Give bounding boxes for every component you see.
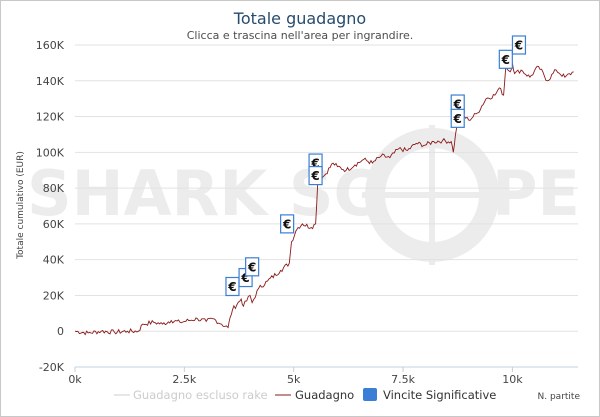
flag-box <box>450 108 465 128</box>
euro-icon: € <box>514 39 523 53</box>
x-tick-label: 0k <box>68 373 82 386</box>
y-tick-label: -20K <box>39 361 65 374</box>
watermark-left: SHARK SC <box>27 157 379 230</box>
euro-icon: € <box>310 157 319 171</box>
series-line-guadagno[interactable] <box>74 62 574 336</box>
x-tick-label: 2.5k <box>172 373 196 386</box>
chart-title: Totale guadagno <box>233 9 366 28</box>
y-tick-label: 100K <box>36 146 65 159</box>
y-axis-title: Totale cumulativo (EUR) <box>16 151 26 260</box>
y-tick-label: 120K <box>36 111 65 124</box>
series-group <box>74 62 574 336</box>
euro-icon: € <box>453 112 462 126</box>
x-axis-ticks: 0k 2.5k 5k 7.5k 10k <box>68 367 523 386</box>
euro-icon: € <box>501 53 510 67</box>
flag-box <box>308 165 323 186</box>
euro-icon: € <box>227 280 236 294</box>
euro-icon: € <box>453 98 462 112</box>
euro-icon: € <box>247 260 256 274</box>
y-tick-label: 40K <box>43 254 65 267</box>
grid <box>75 44 578 332</box>
y-tick-label: 80K <box>43 182 65 195</box>
x-axis-title: N. partite <box>538 392 581 402</box>
significant-win-flag[interactable]: € <box>511 35 527 55</box>
euro-icon: € <box>310 169 319 183</box>
legend-color-swatch <box>363 388 377 401</box>
y-tick-label: 160K <box>36 39 65 52</box>
significant-win-flag[interactable]: € <box>308 165 323 186</box>
euro-icon: € <box>282 217 291 231</box>
x-tick-label: 5k <box>287 373 301 386</box>
y-axis-ticks: -20K 0 20K 40K 60K 80K 100K 120K 140K 160K <box>36 39 65 374</box>
x-tick-label: 10k <box>502 373 523 386</box>
flag-box <box>498 49 513 69</box>
y-tick-label: 140K <box>36 75 65 88</box>
significant-wins-group: €€€€€€€€€€ <box>225 35 527 297</box>
significant-win-flag[interactable]: € <box>450 108 465 128</box>
x-tick-label: 7.5k <box>391 373 415 386</box>
legend-item-vincite-significative[interactable]: Vincite Significative <box>363 388 496 402</box>
significant-win-flag[interactable]: € <box>498 49 513 69</box>
flag-box <box>280 214 295 234</box>
watermark-right: PE <box>492 157 580 230</box>
significant-win-flag[interactable]: € <box>280 214 295 234</box>
legend-item-guadagno[interactable]: Guadagno <box>275 388 354 402</box>
y-tick-label: 20K <box>43 289 65 302</box>
legend: Guadagno escluso rake Guadagno Vincite S… <box>114 388 496 402</box>
legend-label-guadagno: Guadagno <box>295 388 354 402</box>
euro-icon: € <box>240 271 249 285</box>
significant-win-flag[interactable]: € <box>225 276 240 297</box>
legend-label-guadagno-escluso-rake: Guadagno escluso rake <box>133 388 268 402</box>
y-tick-label: 0 <box>57 325 64 338</box>
flag-box <box>511 35 527 55</box>
flag-box <box>245 257 260 277</box>
legend-label-vincite-significative: Vincite Significative <box>383 388 496 402</box>
y-tick-label: 60K <box>43 218 65 231</box>
legend-item-guadagno-escluso-rake[interactable]: Guadagno escluso rake <box>114 388 268 402</box>
significant-win-flag[interactable]: € <box>245 257 260 277</box>
chart-subtitle: Clicca e trascina nell'area per ingrandi… <box>187 29 414 42</box>
